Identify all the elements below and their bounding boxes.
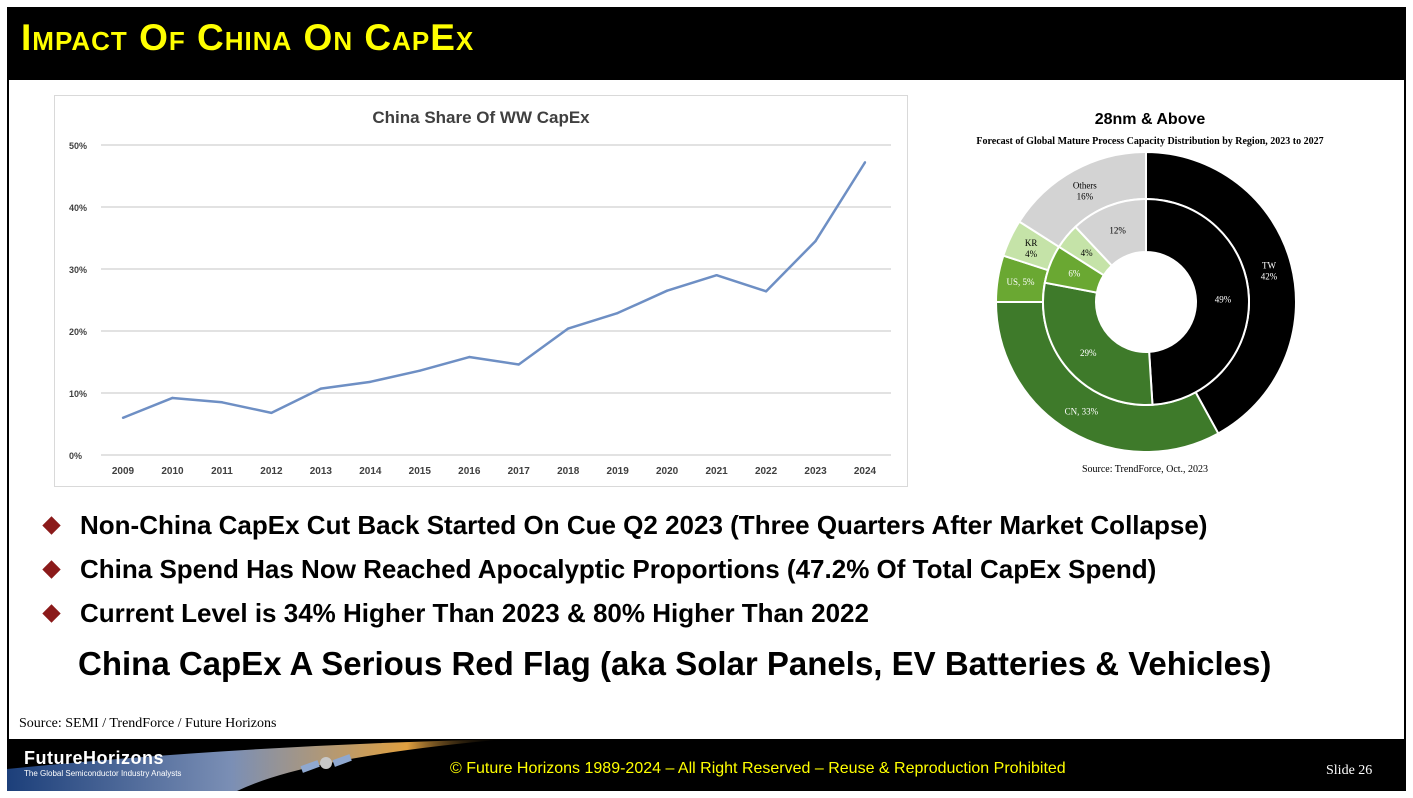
- inner-slice: [1074, 197, 1147, 267]
- data-point: [319, 387, 323, 390]
- slice-label: TW 42%: [1261, 260, 1278, 281]
- brand-logo: FutureHorizons: [24, 748, 164, 768]
- swoosh-graphic: [7, 739, 507, 791]
- data-point: [418, 369, 421, 372]
- x-tick-label: 2012: [260, 466, 283, 477]
- y-tick-label: 30%: [69, 265, 87, 275]
- left-border: [7, 80, 9, 740]
- data-point: [220, 401, 224, 404]
- y-tick-label: 20%: [69, 327, 87, 337]
- inner-slice: [1145, 197, 1250, 406]
- slice-label: CN, 33%: [1065, 406, 1099, 416]
- data-point: [764, 290, 768, 293]
- data-point: [665, 289, 669, 292]
- data-point: [863, 161, 867, 164]
- bullet-item: Non-China CapEx Cut Back Started On Cue …: [40, 508, 1380, 552]
- x-tick-label: 2010: [161, 466, 184, 477]
- data-point: [814, 239, 817, 243]
- data-point: [171, 396, 174, 400]
- slice-label: 6%: [1068, 269, 1081, 279]
- data-point: [616, 311, 619, 315]
- x-tick-label: 2024: [854, 466, 877, 477]
- x-tick-label: 2017: [508, 466, 531, 477]
- slice-label: 49%: [1215, 295, 1232, 305]
- right-border: [1404, 80, 1406, 740]
- x-tick-label: 2018: [557, 466, 580, 477]
- slice-label: 4%: [1081, 248, 1094, 258]
- source-note: Source: SEMI / TrendForce / Future Horiz…: [19, 716, 277, 731]
- donut-title: 28nm & Above: [1094, 111, 1206, 128]
- x-tick-label: 2021: [705, 466, 728, 477]
- data-point: [369, 380, 372, 384]
- line-chart: China Share Of WW CapEx 0% 10% 20% 30% 40% 50%…: [54, 95, 908, 487]
- footer: FutureHorizons The Global Semiconductor …: [7, 739, 1406, 791]
- slide-number: Slide 26: [1326, 763, 1373, 778]
- x-tick-label: 2015: [409, 466, 432, 477]
- x-tick-label: 2016: [458, 466, 481, 477]
- x-tick-label: 2014: [359, 466, 382, 477]
- series-line: [122, 161, 867, 419]
- headline: China CapEx A Serious Red Flag (aka Sola…: [78, 645, 1272, 682]
- diamond-bullet-icon: [42, 560, 61, 579]
- copyright-text: © Future Horizons 1989-2024 – All Right …: [450, 760, 1066, 777]
- bullet-text: Non-China CapEx Cut Back Started On Cue …: [80, 510, 1208, 540]
- satellite-icon: [300, 754, 352, 773]
- bullet-item: China Spend Has Now Reached Apocalyptic …: [40, 552, 1380, 596]
- x-tick-label: 2009: [112, 466, 135, 477]
- x-tick-label: 2020: [656, 466, 679, 477]
- donut-subtitle: Forecast of Global Mature Process Capaci…: [976, 136, 1324, 147]
- donut-chart: 28nm & Above Forecast of Global Mature P…: [930, 105, 1370, 485]
- y-tick-label: 0%: [69, 451, 82, 461]
- slice-label: 29%: [1080, 348, 1097, 358]
- bullet-text: China Spend Has Now Reached Apocalyptic …: [80, 554, 1157, 584]
- brand-tagline: The Global Semiconductor Industry Analys…: [24, 769, 182, 778]
- x-tick-label: 2023: [804, 466, 827, 477]
- y-tick-label: 10%: [69, 389, 87, 399]
- donut-source: Source: TrendForce, Oct., 2023: [1081, 464, 1209, 475]
- slice-label: Others 16%: [1073, 181, 1097, 202]
- diamond-bullet-icon: [42, 604, 61, 623]
- bullet-list: Non-China CapEx Cut Back Started On Cue …: [40, 508, 1380, 640]
- data-point: [121, 416, 125, 419]
- donut-chart-svg: TW 42% CN, 33% US, 5% KR 4% Others 16% 49% 29% 6% 4…: [994, 150, 1297, 453]
- data-point: [270, 411, 273, 415]
- bullet-item: Current Level is 34% Higher Than 2023 & …: [40, 596, 1380, 640]
- x-tick-label: 2019: [607, 466, 630, 477]
- data-point: [517, 363, 520, 366]
- x-tick-label: 2013: [310, 466, 333, 477]
- title-bar: Impact Of China On CapEx: [7, 7, 1406, 80]
- data-point: [468, 355, 471, 359]
- y-tick-label: 40%: [69, 203, 87, 213]
- inner-slice: [1042, 281, 1154, 406]
- bullet-text: Current Level is 34% Higher Than 2023 & …: [80, 598, 869, 628]
- y-tick-label: 50%: [69, 141, 87, 151]
- line-chart-svg: China Share Of WW CapEx 0% 10% 20% 30% 40% 50%…: [69, 108, 891, 477]
- chart-title: China Share Of WW CapEx: [372, 108, 590, 127]
- slice-label: US, 5%: [1007, 277, 1036, 287]
- slice-label: 12%: [1109, 225, 1126, 235]
- slice-label: KR 4%: [1025, 238, 1038, 259]
- data-point: [715, 274, 718, 277]
- data-point: [567, 327, 570, 330]
- slide-title: Impact Of China On CapEx: [21, 17, 475, 58]
- x-tick-label: 2022: [755, 466, 778, 477]
- diamond-bullet-icon: [42, 516, 61, 535]
- x-tick-label: 2011: [211, 466, 233, 477]
